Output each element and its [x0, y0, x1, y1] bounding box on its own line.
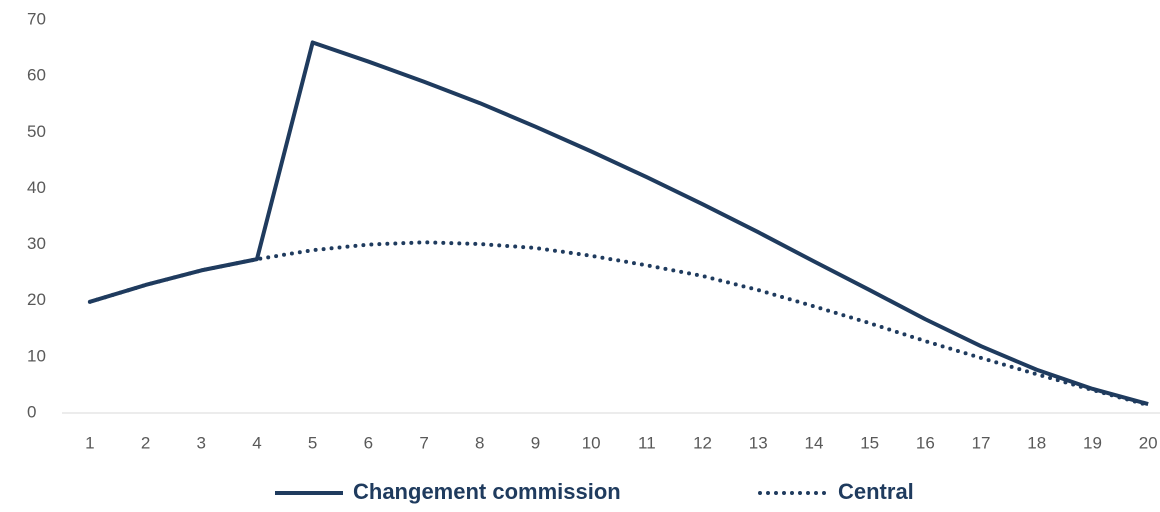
y-tick-label: 0 [27, 402, 36, 421]
legend-label: Central [838, 479, 914, 504]
y-tick-label: 70 [27, 9, 46, 28]
x-tick-label: 19 [1083, 433, 1102, 452]
x-tick-label: 16 [916, 433, 935, 452]
x-tick-label: 18 [1027, 433, 1046, 452]
y-tick-label: 10 [27, 346, 46, 365]
y-tick-label: 20 [27, 290, 46, 309]
x-tick-label: 20 [1139, 433, 1158, 452]
line-series [87, 240, 1151, 408]
y-tick-label: 50 [27, 122, 46, 141]
x-tick-label: 8 [475, 433, 484, 452]
y-tick-label: 40 [27, 178, 46, 197]
x-tick-label: 14 [804, 433, 823, 452]
line-series [89, 40, 1149, 406]
y-tick-label: 30 [27, 234, 46, 253]
x-tick-label: 9 [531, 433, 540, 452]
x-tick-label: 13 [749, 433, 768, 452]
y-tick-label: 60 [27, 66, 46, 85]
x-tick-label: 15 [860, 433, 879, 452]
x-tick-label: 2 [141, 433, 150, 452]
x-tick-label: 7 [419, 433, 428, 452]
x-tick-label: 11 [638, 433, 656, 452]
x-tick-label: 3 [197, 433, 206, 452]
x-tick-label: 4 [252, 433, 261, 452]
x-tick-label: 17 [972, 433, 991, 452]
x-tick-label: 1 [85, 433, 94, 452]
x-tick-label: 10 [582, 433, 601, 452]
x-tick-label: 12 [693, 433, 712, 452]
legend-label: Changement commission [353, 479, 621, 504]
x-tick-label: 5 [308, 433, 317, 452]
x-tick-label: 6 [364, 433, 373, 452]
